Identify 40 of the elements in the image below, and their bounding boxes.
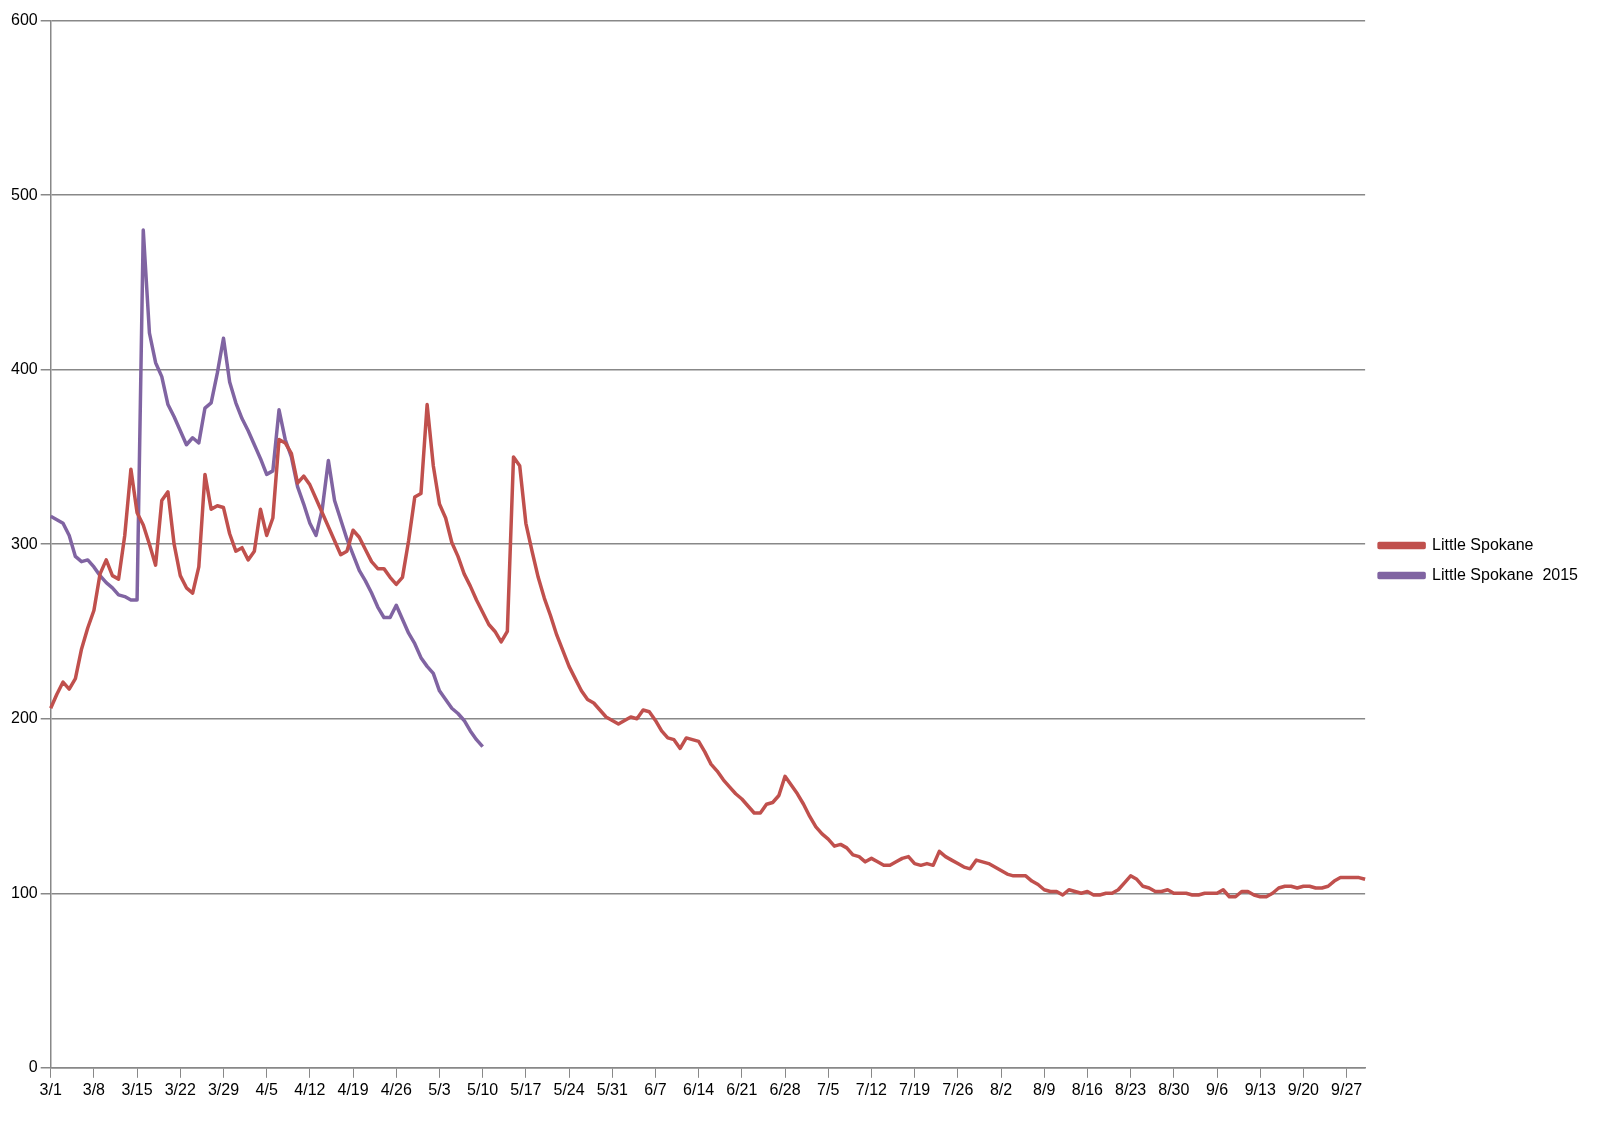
x-tick-label: 4/12: [294, 1080, 326, 1098]
x-tick-label: 8/9: [1033, 1080, 1056, 1098]
x-tick-label: 3/22: [164, 1080, 196, 1098]
x-tick-label: 3/1: [39, 1080, 62, 1098]
x-tick-label: 5/31: [596, 1080, 628, 1098]
y-tick-label: 0: [28, 1058, 38, 1076]
x-tick-label: 5/17: [510, 1080, 542, 1098]
legend-label: Little Spokane 2015: [1432, 565, 1579, 583]
y-tick-label: 600: [10, 11, 38, 29]
x-tick-label: 7/12: [855, 1080, 888, 1098]
x-tick-label: 4/26: [380, 1080, 412, 1098]
y-tick-label: 400: [10, 360, 38, 378]
x-tick-label: 3/8: [82, 1080, 106, 1098]
x-tick-label: 7/26: [942, 1080, 974, 1098]
y-tick-label: 100: [10, 883, 38, 901]
x-tick-label: 9/13: [1244, 1080, 1276, 1098]
x-tick-label: 6/21: [726, 1080, 758, 1098]
x-tick-label: 6/7: [644, 1080, 667, 1098]
x-tick-label: 3/29: [207, 1080, 240, 1098]
x-tick-label: 8/23: [1115, 1080, 1147, 1098]
x-tick-label: 8/2: [989, 1080, 1013, 1098]
x-tick-label: 5/10: [467, 1080, 499, 1098]
x-tick-label: 7/5: [817, 1080, 840, 1098]
x-tick-label: 8/16: [1071, 1080, 1104, 1098]
x-tick-label: 4/5: [255, 1080, 278, 1098]
x-tick-label: 7/19: [899, 1080, 931, 1098]
x-tick-label: 4/19: [337, 1080, 369, 1098]
y-tick-label: 200: [10, 709, 38, 727]
x-tick-label: 9/6: [1205, 1080, 1229, 1098]
x-tick-label: 3/15: [121, 1080, 153, 1098]
x-tick-label: 9/20: [1287, 1080, 1320, 1098]
x-tick-label: 6/28: [769, 1080, 801, 1098]
legend-label: Little Spokane: [1432, 535, 1534, 553]
x-tick-label: 8/30: [1158, 1080, 1190, 1098]
y-tick-label: 500: [10, 185, 38, 203]
x-tick-label: 5/24: [553, 1080, 585, 1098]
x-tick-label: 5/3: [428, 1080, 451, 1098]
x-tick-label: 6/14: [683, 1080, 715, 1098]
y-tick-label: 300: [10, 534, 38, 552]
x-tick-label: 9/27: [1331, 1080, 1363, 1098]
